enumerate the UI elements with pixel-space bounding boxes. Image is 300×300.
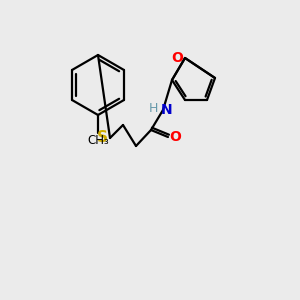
Text: H: H xyxy=(148,103,158,116)
Text: N: N xyxy=(161,103,173,117)
Text: S: S xyxy=(97,130,107,146)
Text: O: O xyxy=(169,130,181,144)
Text: O: O xyxy=(171,51,183,65)
Text: CH₃: CH₃ xyxy=(87,134,109,148)
